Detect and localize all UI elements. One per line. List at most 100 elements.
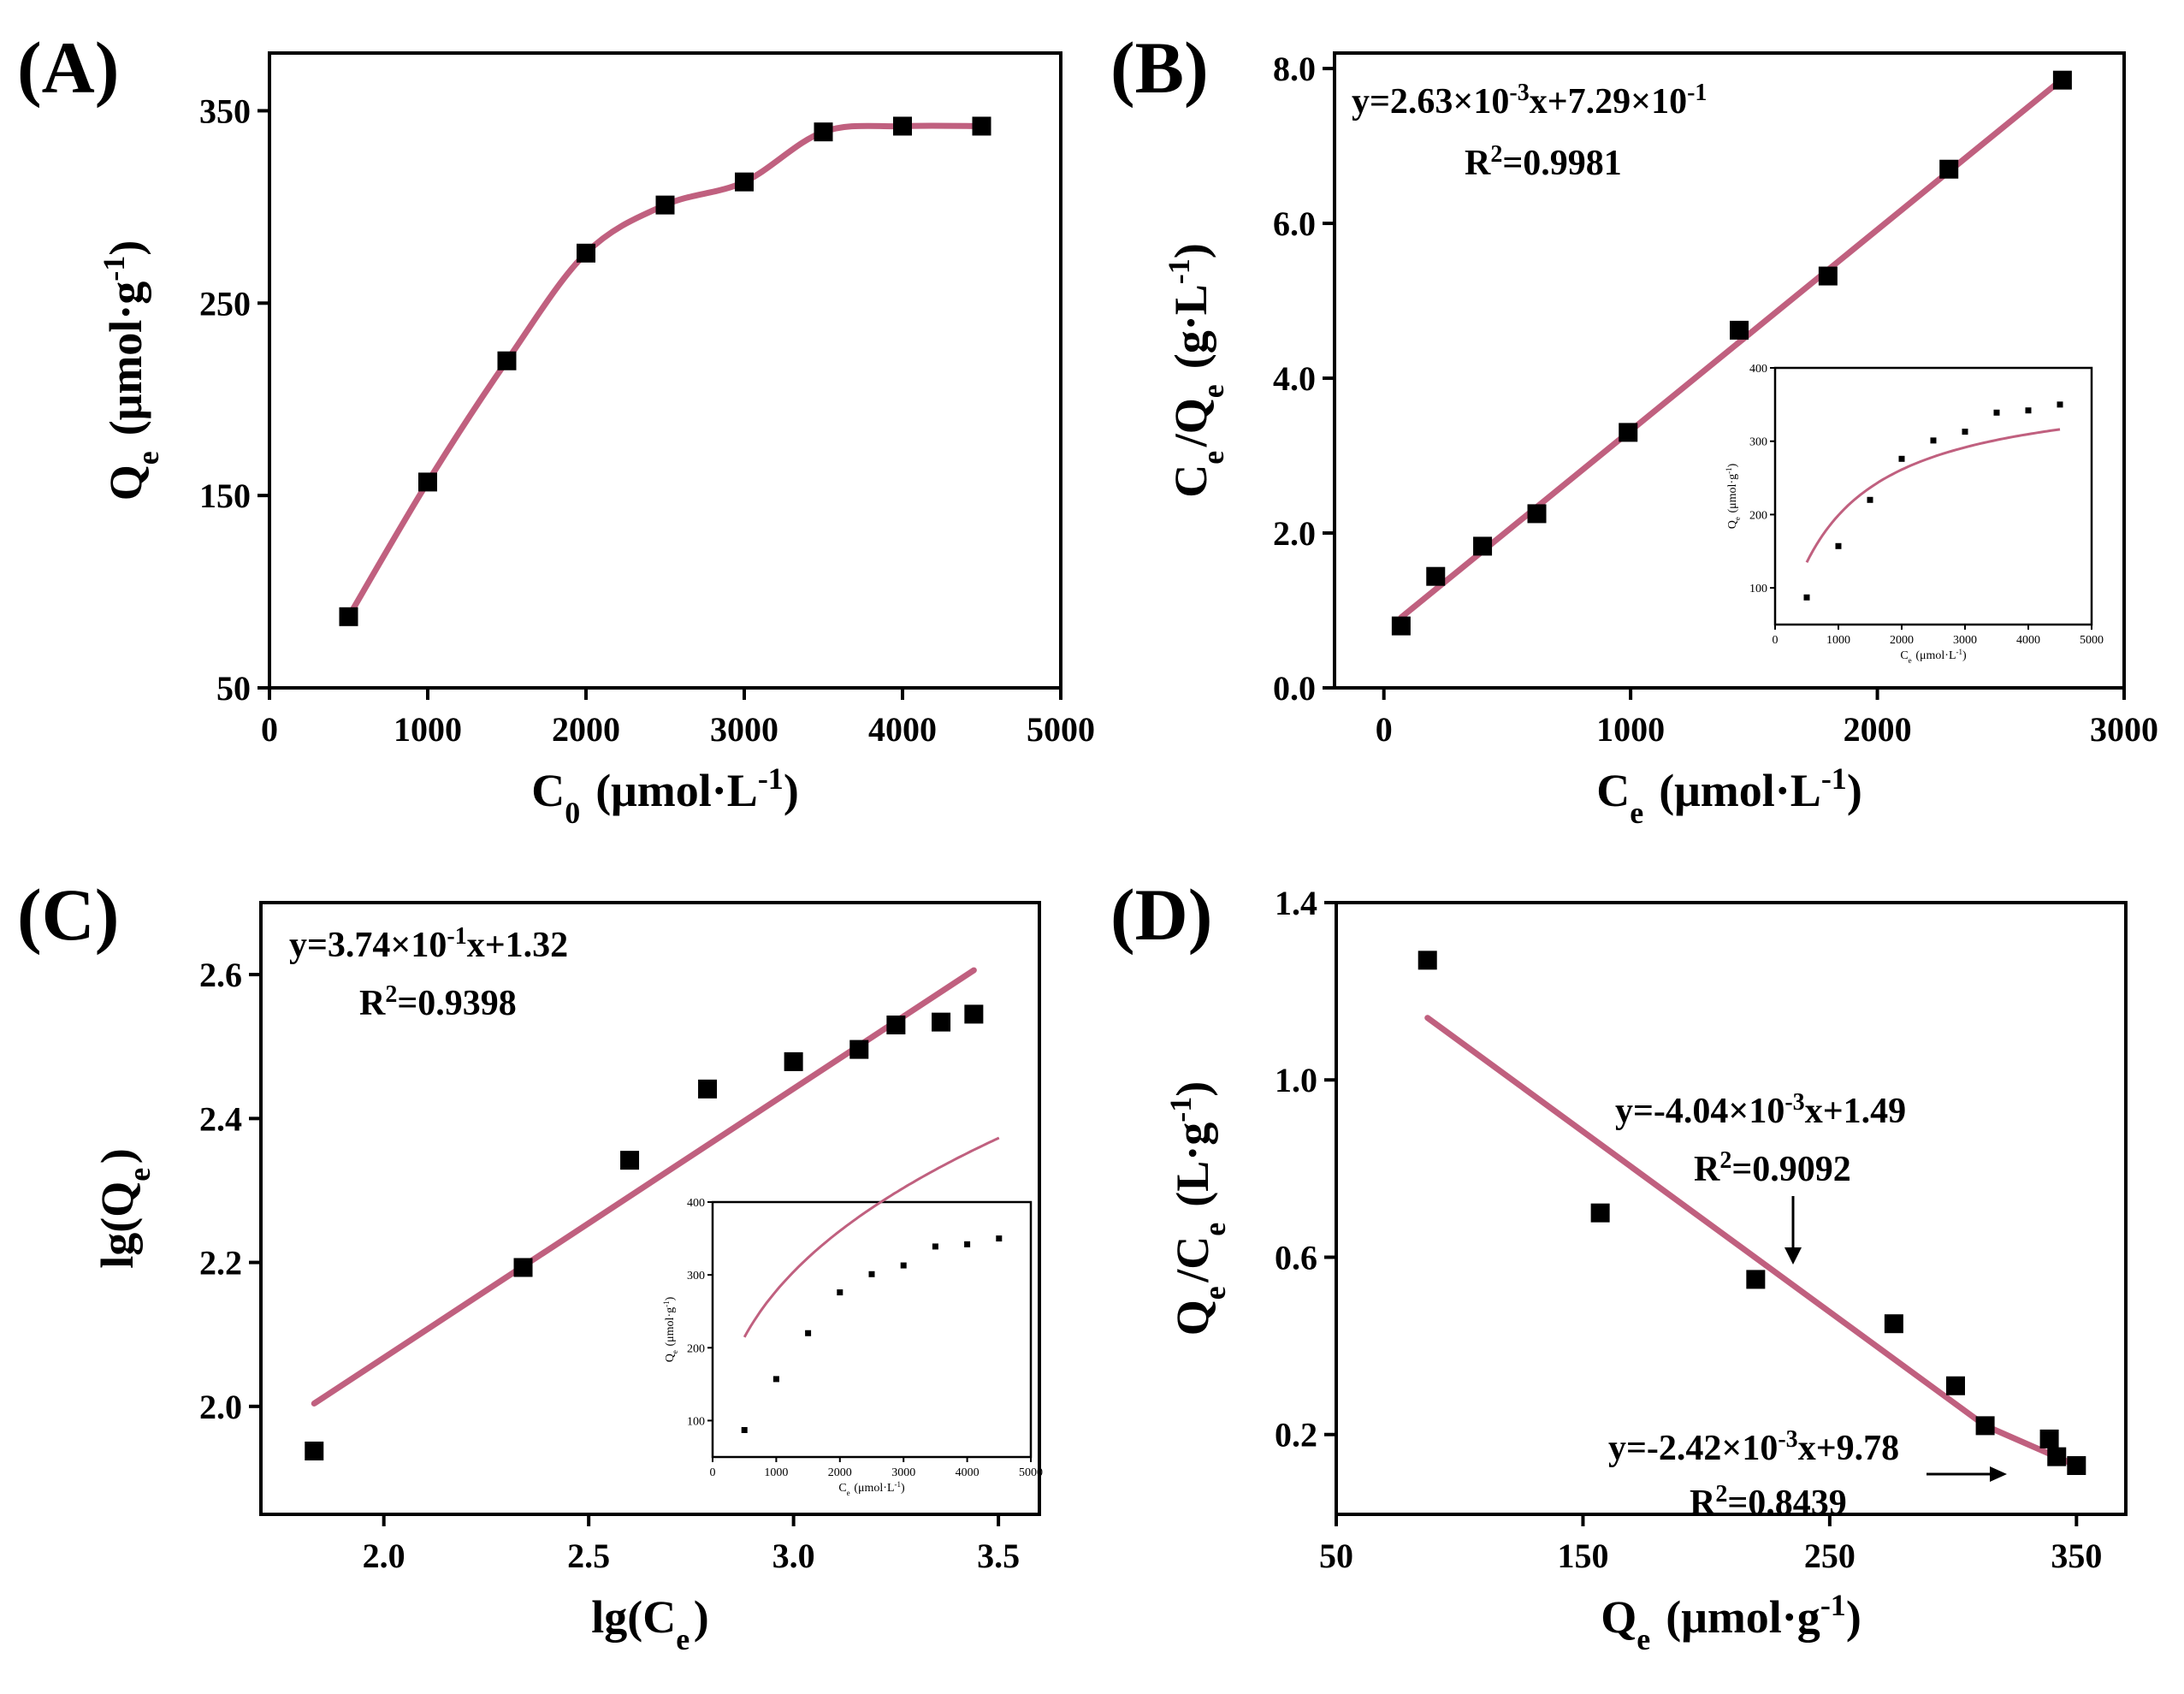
inset-y-tick-label: 400 bbox=[1749, 363, 1767, 376]
panel-b-data-point bbox=[1730, 320, 1749, 340]
panel-d-data-point bbox=[2047, 1447, 2067, 1466]
x-tick-label: 1000 bbox=[394, 710, 462, 749]
y-tick-label: 8.0 bbox=[1273, 50, 1316, 88]
panel-d-y-axis-title: Qe /Ce (L·g-1) bbox=[1163, 1081, 1232, 1336]
y-tick-label: 150 bbox=[199, 477, 251, 515]
panel-c-y-axis-title: lg(Qe ) bbox=[92, 1148, 157, 1268]
inset-x-tick-label: 3000 bbox=[1953, 634, 1977, 647]
panel-a-data-point bbox=[972, 116, 991, 136]
panel-d-x-axis-title: Qe (μmol·g-1) bbox=[1601, 1588, 1861, 1656]
panel-d-data-point bbox=[1418, 951, 1437, 970]
panel-b-data-point bbox=[1473, 536, 1493, 556]
inset-data-point bbox=[2057, 401, 2063, 408]
panel-c-data-point bbox=[964, 1004, 984, 1024]
inset-data-point bbox=[805, 1330, 812, 1336]
inset-data-point bbox=[1898, 455, 1905, 462]
panel-b-data-point bbox=[1818, 266, 1838, 286]
panel-b-inset-fit-curve bbox=[1805, 428, 2061, 563]
x-tick-label: 250 bbox=[1804, 1537, 1856, 1575]
panel-c-inset-y-title: Qe (μmol·g-1) bbox=[662, 1296, 679, 1362]
panel-b-label: (B) bbox=[1110, 27, 1209, 109]
y-tick-label: 2.0 bbox=[199, 1388, 242, 1426]
panel-b-data-point bbox=[1426, 566, 1446, 586]
panel-a-points bbox=[339, 116, 991, 626]
panel-d-data-point bbox=[1590, 1203, 1610, 1223]
x-tick-label: 2.5 bbox=[567, 1537, 610, 1575]
panel-b-data-point bbox=[2052, 70, 2072, 90]
panel-a-data-point bbox=[339, 607, 358, 626]
x-tick-label: 1000 bbox=[1596, 710, 1665, 749]
panel-d-arrow-2-head bbox=[1990, 1466, 2007, 1482]
inset-y-tick-label: 300 bbox=[687, 1270, 705, 1282]
inset-y-tick-label: 100 bbox=[687, 1415, 705, 1428]
y-tick-label: 2.0 bbox=[1273, 514, 1316, 553]
panel-b-data-point bbox=[1619, 423, 1638, 442]
inset-data-point bbox=[996, 1235, 1003, 1242]
inset-data-point bbox=[964, 1241, 971, 1247]
panel-a-data-point bbox=[735, 172, 754, 192]
inset-data-point bbox=[837, 1289, 843, 1296]
panel-c-data-point bbox=[305, 1441, 324, 1460]
panel-c-data-point bbox=[932, 1012, 951, 1032]
panel-c-r-squared: R2=0.9398 bbox=[359, 981, 517, 1024]
inset-data-point bbox=[1803, 594, 1810, 601]
panel-c-data-point bbox=[886, 1016, 906, 1034]
panel-b-inset-x-title: Ce (μmol·L-1) bbox=[1900, 648, 1967, 665]
panel-d-data-point bbox=[2067, 1456, 2086, 1476]
inset-x-tick-label: 5000 bbox=[1019, 1466, 1043, 1479]
panel-a-data-point bbox=[655, 195, 675, 215]
inset-x-tick-label: 3000 bbox=[891, 1466, 915, 1479]
inset-x-tick-label: 1000 bbox=[1826, 634, 1850, 647]
panel-b-points bbox=[1391, 70, 2072, 636]
inset-x-tick-label: 0 bbox=[710, 1466, 716, 1479]
panel-c-axes: 2.0 2.5 3.0 3.5 2.0 2.2 2.4 2.6 lg(Ce ) lg(Qe ) bbox=[92, 901, 1041, 1656]
panel-b-plot-frame bbox=[1333, 51, 2126, 690]
panel-b-inset-y-title: Qe (μmol·g-1) bbox=[1725, 463, 1742, 529]
inset-y-tick-label: 200 bbox=[1749, 509, 1767, 522]
panel-c-inset: 0 1000 2000 3000 4000 5000 100 200 300 400 Ce (μmo… bbox=[662, 1136, 1043, 1497]
panel-c-equation: y=3.74×10-1x+1.32 bbox=[289, 923, 568, 966]
panel-d-data-point bbox=[2039, 1429, 2059, 1448]
panel-a-plot-frame bbox=[268, 51, 1062, 690]
y-tick-label: 6.0 bbox=[1273, 204, 1316, 243]
panel-a: (A) 0 1000 2000 3000 4000 5000 50 150 250 350 C0 (… bbox=[17, 27, 1095, 830]
inset-data-point bbox=[1867, 496, 1873, 503]
panel-d-data-point bbox=[1746, 1270, 1766, 1289]
inset-data-point bbox=[932, 1243, 938, 1250]
panel-a-y-axis-title: Qe (μmol·g-1) bbox=[97, 240, 165, 501]
panel-d: (D) 50 150 250 350 0.2 0.6 1.0 1.4 Qe (μmol·g-1)… bbox=[1110, 874, 2128, 1656]
inset-x-tick-label: 4000 bbox=[956, 1466, 980, 1479]
panel-c-inset-x-title: Ce (μmol·L-1) bbox=[838, 1480, 905, 1497]
panel-c-inset-frame bbox=[711, 1200, 1033, 1459]
panel-c-inset-fit-curve bbox=[743, 1136, 1000, 1338]
panel-a-data-point bbox=[497, 351, 517, 370]
inset-data-point bbox=[1930, 437, 1937, 444]
y-tick-label: 2.4 bbox=[199, 1099, 242, 1138]
panel-c-data-point bbox=[513, 1258, 533, 1277]
x-tick-label: 2.0 bbox=[363, 1537, 405, 1575]
x-tick-label: 3.0 bbox=[772, 1537, 815, 1575]
panel-a-x-axis-title: C0 (μmol·L-1) bbox=[531, 761, 799, 830]
inset-data-point bbox=[741, 1426, 748, 1433]
inset-data-point bbox=[2025, 407, 2032, 414]
panel-b-y-axis-title: Ce /Qe (g·L-1) bbox=[1162, 243, 1230, 498]
x-tick-label: 0 bbox=[1376, 710, 1393, 749]
y-tick-label: 1.0 bbox=[1275, 1061, 1317, 1099]
x-tick-label: 150 bbox=[1557, 1537, 1608, 1575]
panel-d-axes: 50 150 250 350 0.2 0.6 1.0 1.4 Qe (μmol·g-1) Qe /… bbox=[1163, 884, 2128, 1656]
panel-b-inset: 0 1000 2000 3000 4000 5000 100 200 300 400 Ce (μmo… bbox=[1725, 363, 2104, 665]
x-tick-label: 4000 bbox=[868, 710, 937, 749]
panel-b-r-squared: R2=0.9981 bbox=[1465, 141, 1622, 184]
y-tick-label: 2.6 bbox=[199, 956, 242, 994]
panel-c-data-point bbox=[698, 1079, 718, 1099]
panel-d-r-squared-2: R2=0.8439 bbox=[1690, 1481, 1847, 1524]
inset-data-point bbox=[868, 1270, 875, 1277]
inset-data-point bbox=[1993, 409, 2000, 416]
panel-a-data-point bbox=[893, 116, 912, 136]
panel-d-r-squared-1: R2=0.9092 bbox=[1694, 1147, 1851, 1190]
y-tick-label: 0.0 bbox=[1273, 669, 1316, 708]
inset-y-tick-label: 400 bbox=[687, 1197, 705, 1210]
panel-c-x-axis-title: lg(Ce ) bbox=[591, 1591, 708, 1656]
